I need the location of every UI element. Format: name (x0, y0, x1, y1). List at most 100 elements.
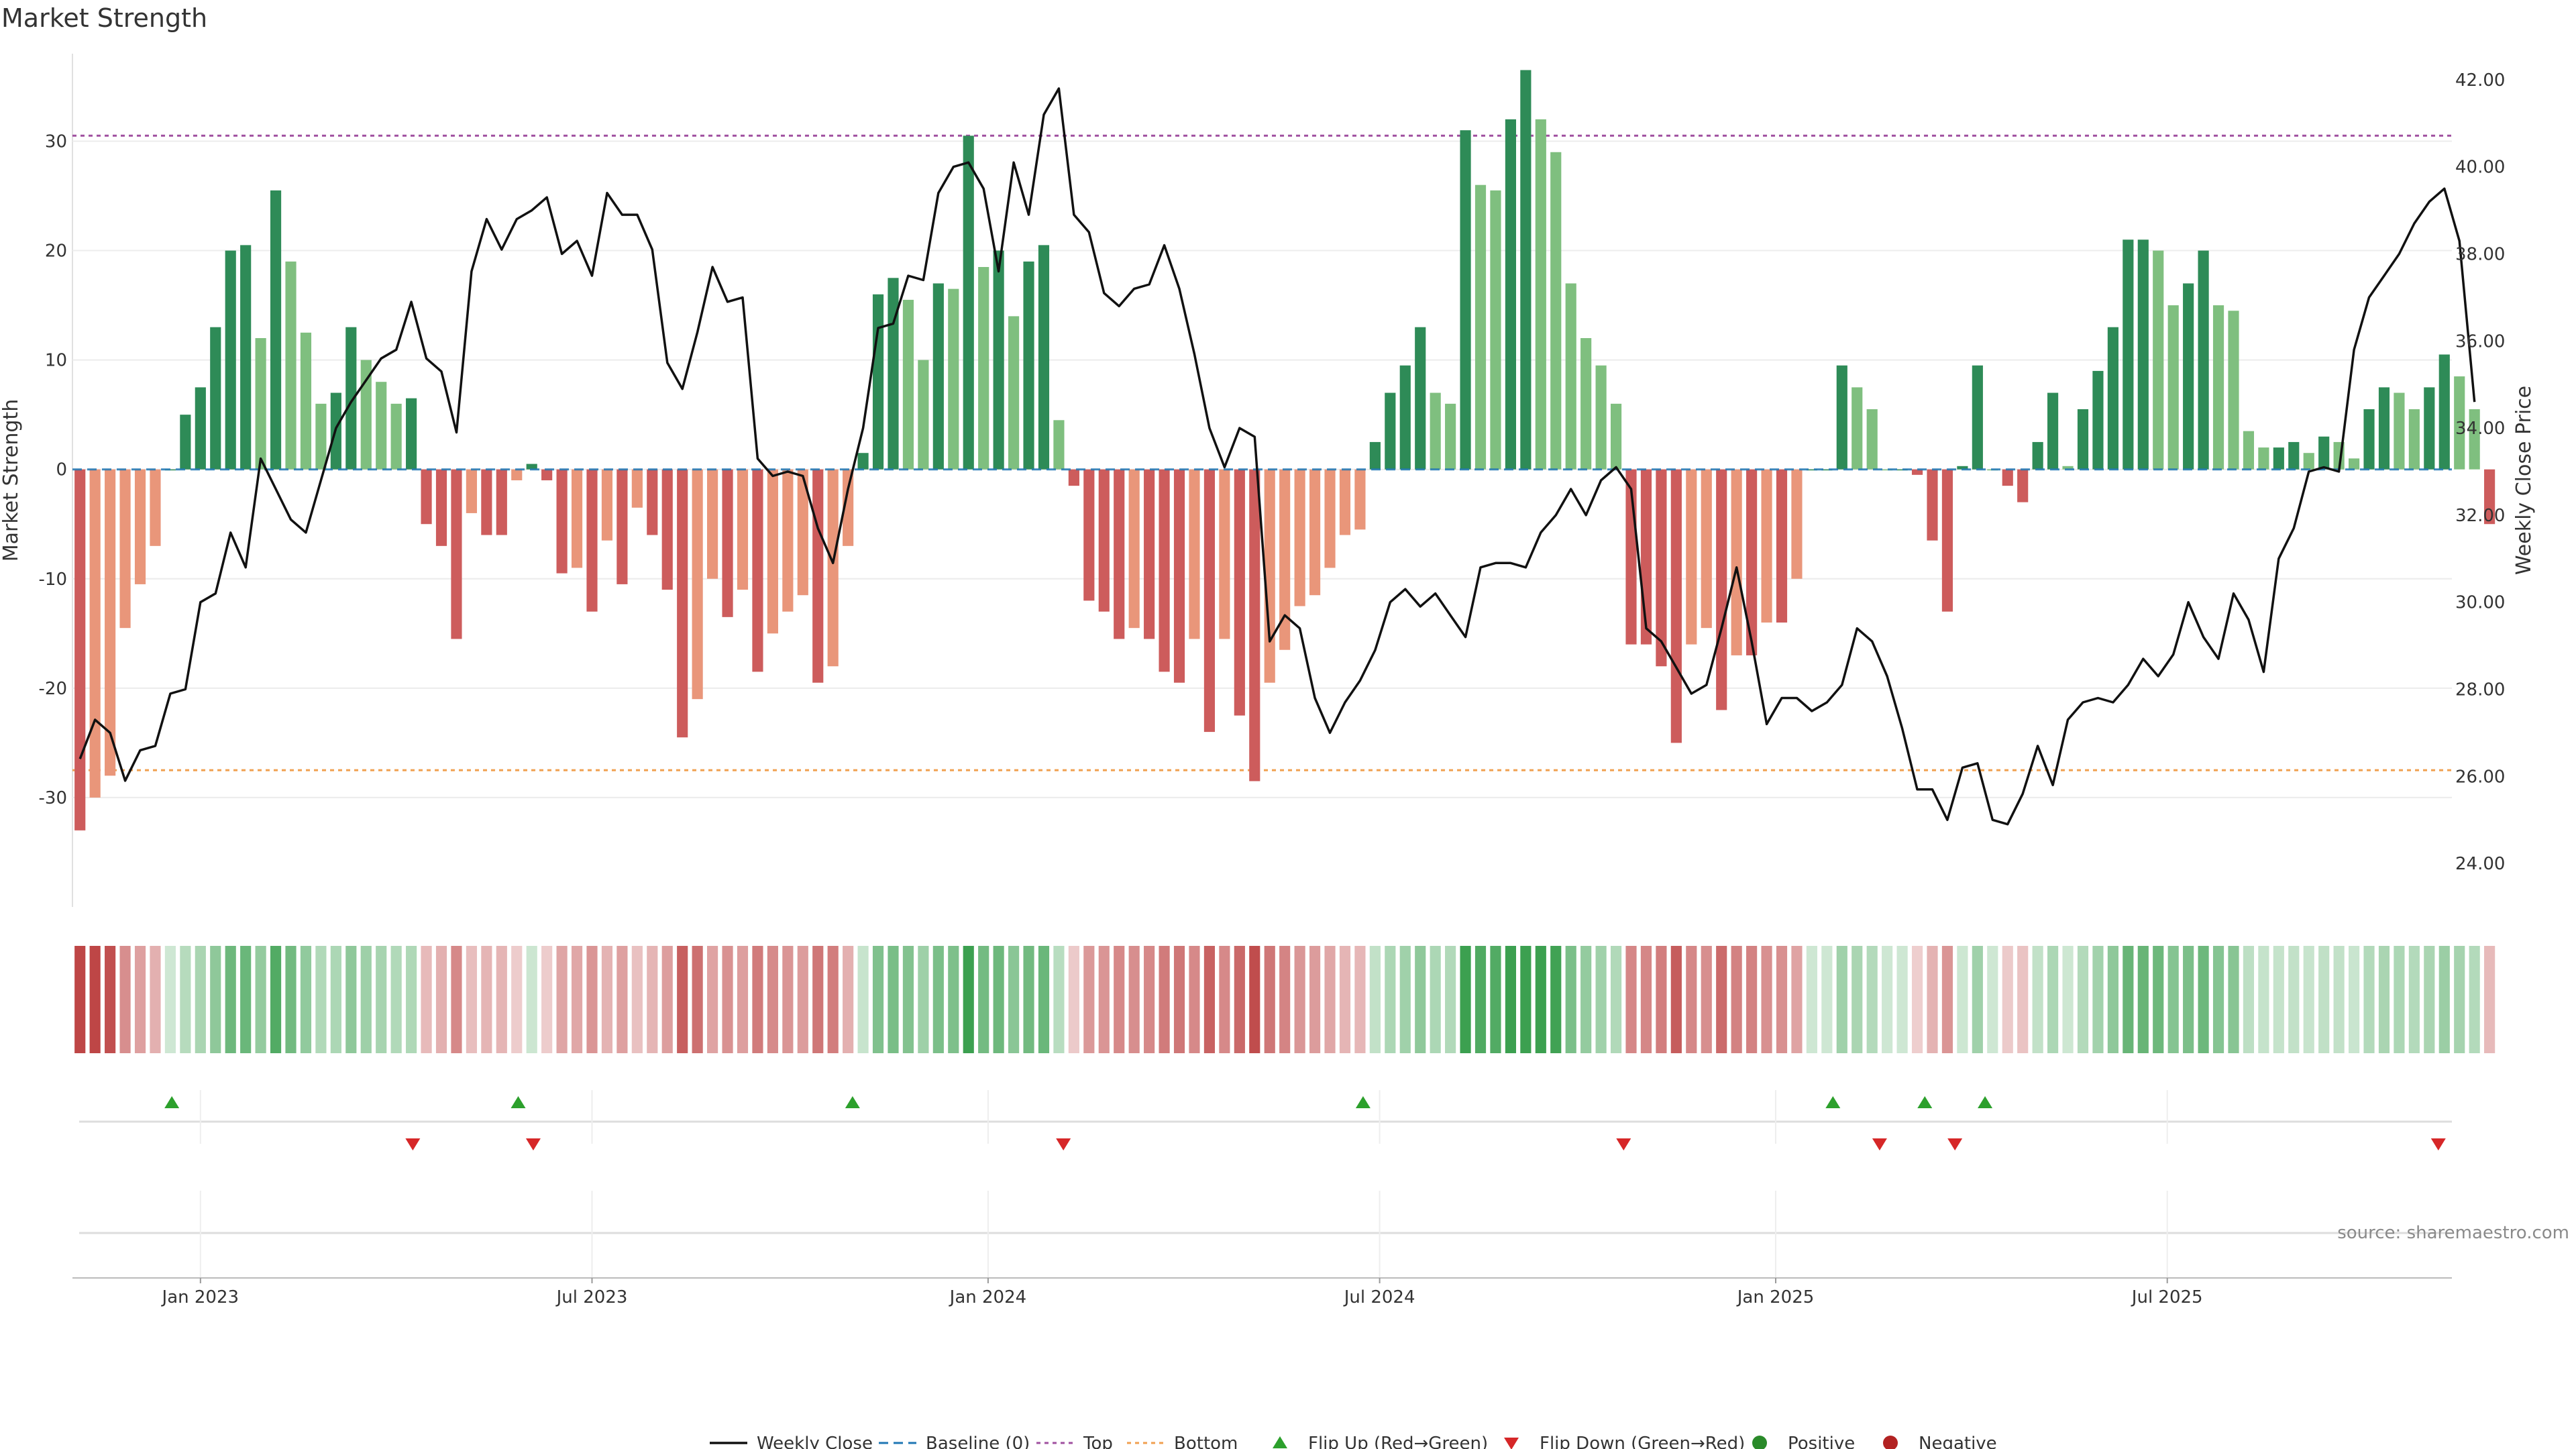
strength-bar (2288, 441, 2300, 470)
strength-bar (1098, 469, 1110, 612)
legend-label: Top (1083, 1434, 1113, 1449)
heat-cell (1610, 946, 1622, 1053)
heat-cell (1701, 946, 1712, 1053)
strength-bar (2424, 387, 2435, 470)
strength-bar (1008, 316, 1020, 470)
chart-title: Market Strength (1, 3, 207, 33)
strength-bar (255, 338, 266, 470)
heat-cell (2092, 946, 2104, 1053)
left-tick-label: -10 (39, 570, 67, 590)
strength-bar (134, 469, 146, 584)
heat-cell (1023, 946, 1034, 1053)
heat-cell (1474, 946, 1487, 1053)
strength-bar (1911, 469, 1923, 475)
strength-bar (150, 469, 161, 546)
heat-cell (2363, 946, 2375, 1053)
strength-bar (1294, 469, 1305, 606)
heat-cell (2348, 946, 2360, 1053)
heat-cell (932, 946, 944, 1053)
strength-bar (782, 469, 794, 612)
strength-bar (511, 469, 523, 480)
heat-cell (888, 946, 899, 1053)
strength-bar (737, 469, 749, 590)
heat-cell (255, 946, 266, 1053)
right-tick-label: 34.00 (2455, 419, 2505, 439)
strength-bar (586, 469, 598, 612)
strength-bar (2092, 370, 2104, 470)
heat-cell (1128, 946, 1140, 1053)
heat-cell (195, 946, 206, 1053)
heat-cell (586, 946, 598, 1053)
strength-bar (963, 136, 974, 470)
strength-bar (1972, 365, 1983, 470)
heat-cell (376, 946, 387, 1053)
heat-cell (74, 946, 86, 1053)
heat-cell (300, 946, 312, 1053)
heat-cell (2288, 946, 2300, 1053)
heat-cell (1761, 946, 1772, 1053)
heat-cell (601, 946, 613, 1053)
strength-bar (1957, 466, 1968, 470)
flip-down-marker (1616, 1138, 1631, 1150)
strength-bar (692, 469, 703, 700)
left-tick-label: 20 (45, 241, 67, 262)
strength-bar (1144, 469, 1155, 639)
x-tick-label: Jul 2023 (555, 1287, 628, 1307)
heat-cell (571, 946, 583, 1053)
right-tick-label: 42.00 (2455, 70, 2505, 91)
heat-cell (2258, 946, 2269, 1053)
heat-cell (993, 946, 1004, 1053)
legend-label: Flip Up (Red→Green) (1308, 1434, 1488, 1449)
strength-bar (932, 283, 944, 470)
right-axis-ticks: 42.00 40.00 38.00 36.00 34.00 32.00 30.00 28.00… (2455, 70, 2505, 874)
heat-cell (1776, 946, 1788, 1053)
heat-cell (496, 946, 507, 1053)
strength-bar (1535, 119, 1546, 470)
legend-label: Positive (1788, 1434, 1855, 1449)
heat-cell (1309, 946, 1321, 1053)
strength-bar (752, 469, 763, 672)
strength-bar (1851, 387, 1863, 470)
heat-cell (1053, 946, 1065, 1053)
strength-bar (240, 245, 252, 470)
heat-cell (1580, 946, 1592, 1053)
strength-bar (1189, 469, 1200, 639)
strength-bar (2183, 283, 2194, 470)
heat-cell (511, 946, 523, 1053)
strength-bar (541, 469, 553, 480)
strength-bar (616, 469, 628, 584)
strength-bar (888, 278, 899, 470)
strength-bar (390, 403, 402, 470)
strength-bar (270, 190, 282, 470)
heat-cell (285, 946, 297, 1053)
legend-label: Weekly Close (757, 1434, 873, 1449)
heat-cell (1219, 946, 1230, 1053)
legend-item: Negative (1883, 1434, 1997, 1449)
source-note: source: sharemaestro.com (2337, 1223, 2569, 1243)
heat-cell (2408, 946, 2420, 1053)
x-tick-label: Jan 2023 (161, 1287, 239, 1307)
strength-bar (466, 469, 477, 513)
right-tick-label: 28.00 (2455, 680, 2505, 700)
strength-bar (451, 469, 462, 639)
heat-cell (315, 946, 327, 1053)
heat-cell (2438, 946, 2450, 1053)
heat-cell (556, 946, 568, 1053)
heat-cell (1686, 946, 1697, 1053)
heat-cell (2484, 946, 2496, 1053)
heat-cell (2228, 946, 2239, 1053)
strength-bar (2032, 441, 2043, 470)
strength-bar (1219, 469, 1230, 639)
heat-cell (737, 946, 749, 1053)
heat-cell (1490, 946, 1501, 1053)
heat-cell (2123, 946, 2134, 1053)
strength-bar (1580, 338, 1592, 470)
heat-cell (1565, 946, 1576, 1053)
strength-heat-strip (74, 946, 2496, 1053)
heat-cell (481, 946, 492, 1053)
heat-cell (631, 946, 643, 1053)
heat-cell (2002, 946, 2013, 1053)
heat-cell (240, 946, 252, 1053)
heat-cell (1203, 946, 1216, 1053)
strength-bar (843, 469, 854, 546)
